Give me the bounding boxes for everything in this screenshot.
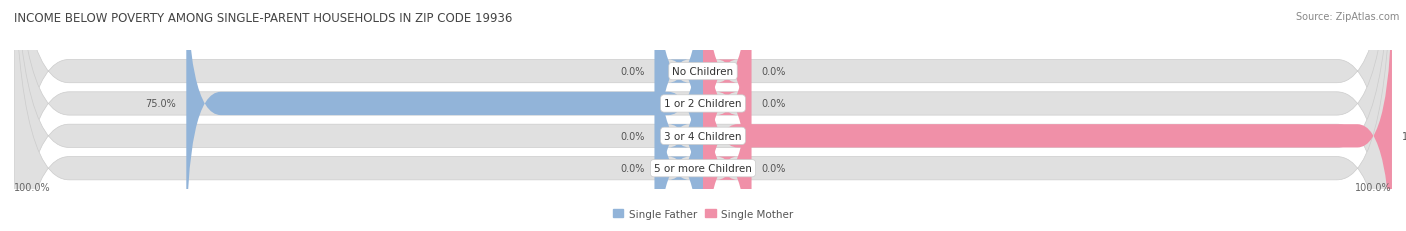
Text: 3 or 4 Children: 3 or 4 Children xyxy=(664,131,742,141)
Text: 75.0%: 75.0% xyxy=(145,99,176,109)
Text: Source: ZipAtlas.com: Source: ZipAtlas.com xyxy=(1295,12,1399,21)
Text: 0.0%: 0.0% xyxy=(762,164,786,173)
Text: 1 or 2 Children: 1 or 2 Children xyxy=(664,99,742,109)
FancyBboxPatch shape xyxy=(14,0,1392,231)
Text: 100.0%: 100.0% xyxy=(1355,182,1392,192)
FancyBboxPatch shape xyxy=(14,0,1392,231)
Text: 0.0%: 0.0% xyxy=(620,131,644,141)
FancyBboxPatch shape xyxy=(655,0,703,231)
Text: 0.0%: 0.0% xyxy=(762,99,786,109)
FancyBboxPatch shape xyxy=(655,19,703,231)
Text: 100.0%: 100.0% xyxy=(14,182,51,192)
FancyBboxPatch shape xyxy=(186,0,703,231)
Text: 5 or more Children: 5 or more Children xyxy=(654,164,752,173)
FancyBboxPatch shape xyxy=(703,0,1392,231)
Legend: Single Father, Single Mother: Single Father, Single Mother xyxy=(609,205,797,223)
Text: 0.0%: 0.0% xyxy=(620,67,644,77)
FancyBboxPatch shape xyxy=(703,0,751,221)
FancyBboxPatch shape xyxy=(655,0,703,221)
Text: No Children: No Children xyxy=(672,67,734,77)
Text: 0.0%: 0.0% xyxy=(620,164,644,173)
FancyBboxPatch shape xyxy=(14,0,1392,231)
FancyBboxPatch shape xyxy=(703,0,751,231)
Text: 100.0%: 100.0% xyxy=(1402,131,1406,141)
FancyBboxPatch shape xyxy=(703,19,751,231)
Text: INCOME BELOW POVERTY AMONG SINGLE-PARENT HOUSEHOLDS IN ZIP CODE 19936: INCOME BELOW POVERTY AMONG SINGLE-PARENT… xyxy=(14,12,512,24)
Text: 0.0%: 0.0% xyxy=(762,67,786,77)
FancyBboxPatch shape xyxy=(14,0,1392,231)
